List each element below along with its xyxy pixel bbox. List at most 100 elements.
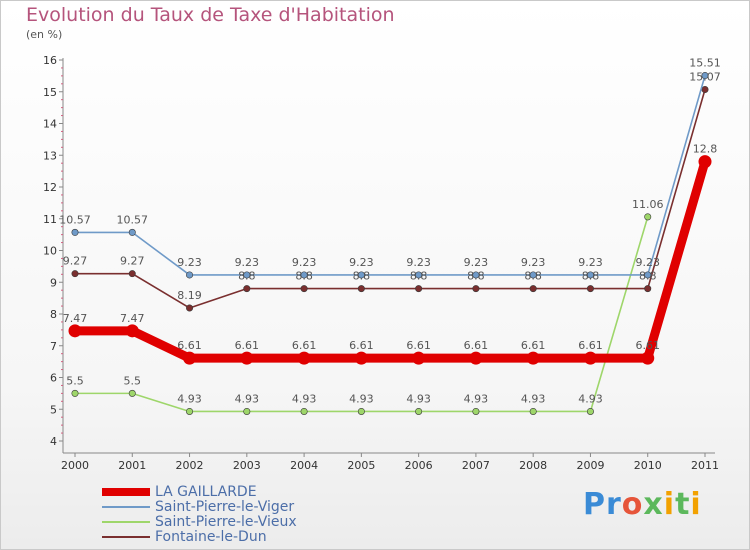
- y-tick-label: 7: [50, 340, 57, 353]
- data-label: 4.93: [464, 392, 489, 405]
- data-point: [186, 304, 194, 312]
- x-tick-label: 2006: [405, 459, 433, 472]
- data-point: [300, 271, 308, 279]
- data-label: 8.8: [582, 270, 600, 283]
- data-point: [412, 351, 426, 365]
- data-point: [183, 351, 197, 365]
- x-tick-label: 2011: [691, 459, 719, 472]
- chart-subtitle: (en %): [26, 28, 63, 41]
- x-tick-label: 2004: [290, 459, 318, 472]
- data-point: [300, 285, 308, 293]
- legend-label: Saint-Pierre-le-Vieux: [155, 514, 297, 530]
- data-label: 11.06: [632, 198, 664, 211]
- y-tick-label: 6: [50, 372, 57, 385]
- data-label: 4.93: [349, 392, 374, 405]
- data-point: [128, 389, 136, 397]
- y-tick-label: 4: [50, 435, 57, 448]
- data-point: [472, 407, 480, 415]
- data-point: [469, 351, 483, 365]
- y-tick-label: 11: [43, 213, 57, 226]
- data-label: 8.8: [238, 270, 256, 283]
- x-tick-label: 2001: [118, 459, 146, 472]
- data-label: 8.8: [410, 270, 428, 283]
- data-point: [701, 72, 709, 80]
- data-label: 6.61: [292, 339, 317, 352]
- data-point: [357, 407, 365, 415]
- legend-swatch-saint-pierre-le-viger: [102, 506, 150, 508]
- data-point: [698, 155, 712, 169]
- data-point: [644, 271, 652, 279]
- data-point: [586, 407, 594, 415]
- data-point: [186, 271, 194, 279]
- data-point: [415, 407, 423, 415]
- data-label: 9.23: [464, 256, 489, 269]
- data-label: 9.27: [63, 255, 88, 268]
- data-point: [529, 407, 537, 415]
- data-label: 8.8: [524, 270, 542, 283]
- data-label: 4.93: [177, 392, 202, 405]
- data-point: [701, 86, 709, 94]
- data-point: [243, 407, 251, 415]
- data-point: [71, 270, 79, 278]
- data-label: 9.23: [578, 256, 603, 269]
- data-point: [357, 271, 365, 279]
- data-label: 4.93: [292, 392, 317, 405]
- x-tick-label: 2003: [233, 459, 261, 472]
- data-label: 8.19: [177, 289, 202, 302]
- legend-swatch-fontaine-le-dun: [102, 536, 150, 538]
- data-label: 9.23: [235, 256, 260, 269]
- data-label: 9.23: [635, 256, 660, 269]
- series-line-saint-pierre-le-vieux: [74, 216, 649, 413]
- x-tick-label: 2009: [576, 459, 604, 472]
- data-point: [415, 285, 423, 293]
- data-point: [128, 228, 136, 236]
- data-point: [125, 324, 139, 338]
- data-point: [415, 271, 423, 279]
- y-tick-label: 8: [50, 308, 57, 321]
- legend-label: Fontaine-le-Dun: [155, 529, 267, 545]
- data-label: 6.61: [177, 339, 202, 352]
- y-tick-label: 13: [43, 149, 57, 162]
- y-tick-label: 14: [43, 118, 57, 131]
- data-point: [354, 351, 368, 365]
- data-point: [641, 351, 655, 365]
- legend-label: LA GAILLARDE: [155, 484, 257, 500]
- data-point: [472, 271, 480, 279]
- data-label: 10.57: [117, 213, 149, 226]
- y-tick-label: 5: [50, 403, 57, 416]
- y-tick-label: 12: [43, 181, 57, 194]
- series-line-saint-pierre-le-viger: [74, 74, 706, 276]
- data-label: 6.61: [521, 339, 546, 352]
- data-point: [297, 351, 311, 365]
- data-point: [186, 407, 194, 415]
- data-label: 9.23: [521, 256, 546, 269]
- data-label: 9.27: [120, 255, 145, 268]
- data-point: [71, 389, 79, 397]
- x-tick-label: 2002: [176, 459, 204, 472]
- data-label: 9.23: [406, 256, 431, 269]
- data-label: 15.51: [689, 57, 721, 70]
- data-point: [128, 270, 136, 278]
- data-point: [71, 228, 79, 236]
- data-label: 6.61: [464, 339, 489, 352]
- data-point: [472, 285, 480, 293]
- y-tick-label: 9: [50, 276, 57, 289]
- data-point: [357, 285, 365, 293]
- data-label: 6.61: [578, 339, 603, 352]
- proxiti-logo[interactable]: Proxiti: [583, 487, 702, 522]
- data-label: 6.61: [406, 339, 431, 352]
- data-label: 8.8: [639, 270, 657, 283]
- y-tick-label: 15: [43, 86, 57, 99]
- y-tick-label: 16: [43, 54, 57, 67]
- data-label: 8.8: [353, 270, 371, 283]
- data-point: [529, 271, 537, 279]
- data-point: [526, 351, 540, 365]
- x-tick-label: 2007: [462, 459, 490, 472]
- data-label: 8.8: [295, 270, 313, 283]
- data-label: 9.23: [177, 256, 202, 269]
- data-label: 7.47: [63, 312, 88, 325]
- data-label: 4.93: [521, 392, 546, 405]
- legend-label: Saint-Pierre-le-Viger: [155, 499, 295, 515]
- series-line-fontaine-le-dun: [74, 88, 706, 309]
